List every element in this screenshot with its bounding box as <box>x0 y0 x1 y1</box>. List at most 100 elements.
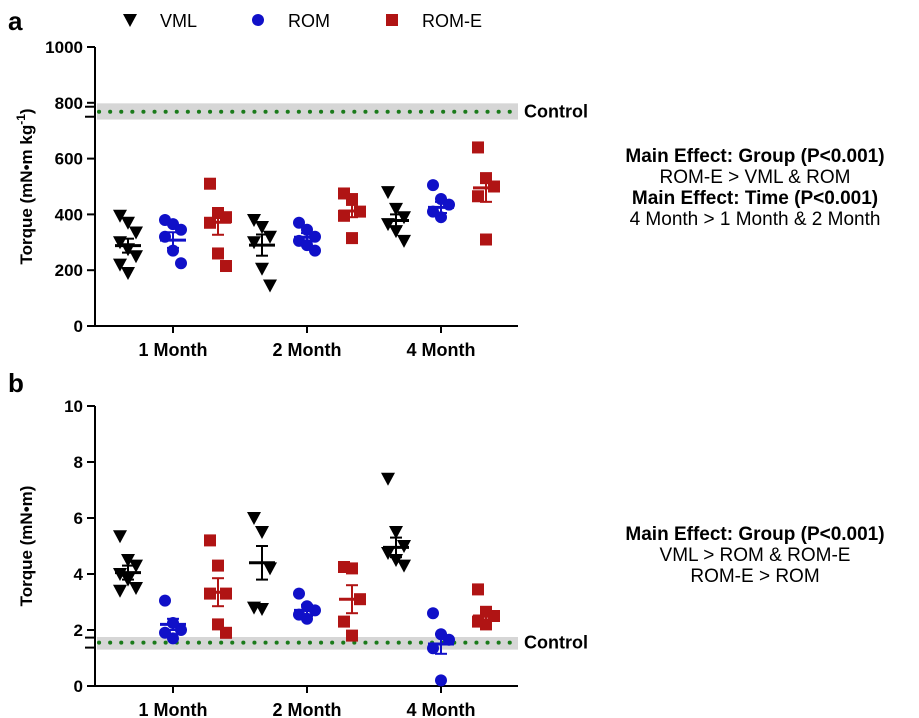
control-band <box>97 637 518 650</box>
y-tick-label: 0 <box>74 317 83 336</box>
point-rom-e <box>220 626 232 639</box>
point-rom-e <box>220 211 232 224</box>
legend-marker-vml <box>123 14 137 27</box>
y-tick-label: 400 <box>55 205 83 224</box>
point-vml <box>129 559 143 573</box>
annotation-b: Main Effect: Group (P<0.001) VML > ROM &… <box>575 524 919 587</box>
x-tick-label: 1 Month <box>139 340 208 360</box>
y-tick-label: 600 <box>55 150 83 169</box>
point-rom-e <box>472 190 484 203</box>
point-rom <box>175 257 187 270</box>
point-vml <box>397 211 411 225</box>
point-rom-e <box>204 534 216 547</box>
y-tick-label: 800 <box>55 94 83 113</box>
control-label: Control <box>524 633 588 653</box>
annotation-a-line1: Main Effect: Group (P<0.001) <box>625 146 885 167</box>
point-rom-e <box>480 233 492 246</box>
point-rom <box>293 216 305 229</box>
point-vml <box>255 526 269 539</box>
legend-label-vml: VML <box>160 11 197 31</box>
point-vml <box>113 209 127 223</box>
point-rom-e <box>212 559 224 572</box>
control-band <box>97 103 518 120</box>
point-vml <box>381 547 395 560</box>
control-label: Control <box>524 102 588 122</box>
annotation-a-line2: ROM-E > VML & ROM <box>659 167 851 188</box>
point-rom <box>427 607 439 620</box>
point-rom-e <box>338 209 350 222</box>
point-rom-e <box>346 232 358 245</box>
point-vml <box>247 213 261 227</box>
point-vml <box>381 186 395 200</box>
panel-label: a <box>8 6 23 36</box>
panel-b: b Control 0 2 4 6 8 10 Torque (mN•m) 1 Month 2 Mon… <box>8 368 588 718</box>
point-vml <box>263 562 277 576</box>
y-tick-label: 10 <box>64 397 83 416</box>
x-tick-label: 1 Month <box>139 700 208 718</box>
point-rom <box>167 632 179 645</box>
point-vml <box>397 234 411 248</box>
legend: VML ROM ROM-E <box>123 11 482 31</box>
point-rom-e <box>346 562 358 575</box>
point-rom-e <box>204 177 216 190</box>
x-tick-label: 2 Month <box>273 700 342 718</box>
point-vml <box>121 554 135 567</box>
x-tick-label: 4 Month <box>407 700 476 718</box>
point-vml <box>263 230 277 244</box>
x-tick-label: 2 Month <box>273 340 342 360</box>
annotation-b-line1: Main Effect: Group (P<0.001) <box>625 524 885 545</box>
y-tick-label: 4 <box>74 565 84 584</box>
point-rom-e <box>338 615 350 628</box>
legend-label-rom-e: ROM-E <box>422 11 482 31</box>
y-tick-label: 6 <box>74 509 83 528</box>
point-vml <box>389 225 403 239</box>
point-rom-e <box>472 583 484 596</box>
point-vml <box>113 530 127 544</box>
point-vml <box>129 226 143 240</box>
point-rom <box>427 179 439 192</box>
point-rom-e <box>472 141 484 154</box>
annotation-b-line2: VML > ROM & ROM-E <box>659 545 851 566</box>
point-vml <box>255 603 269 616</box>
point-vml <box>113 584 127 598</box>
panel-a: a Control 0 200 400 600 800 1000 Torque (mN•m kg… <box>8 6 588 360</box>
point-rom <box>175 223 187 236</box>
point-vml <box>121 216 135 230</box>
point-vml <box>389 202 403 216</box>
legend-marker-rom-e <box>386 14 398 26</box>
point-vml <box>247 236 261 250</box>
point-rom-e <box>346 629 358 642</box>
legend-label-rom: ROM <box>288 11 330 31</box>
point-vml <box>255 220 269 234</box>
point-rom <box>293 587 305 600</box>
point-rom <box>175 624 187 636</box>
point-rom <box>309 244 321 257</box>
point-vml <box>397 559 411 573</box>
annotation-b-line3: ROM-E > ROM <box>690 566 820 587</box>
y-tick-label: 200 <box>55 261 83 280</box>
y-axis-label: Torque (mN•m kg-1) <box>14 108 36 264</box>
annotation-a: Main Effect: Group (P<0.001) ROM-E > VML… <box>575 146 919 230</box>
panel-label: b <box>8 368 24 398</box>
x-tick-label: 4 Month <box>407 340 476 360</box>
point-vml <box>247 512 261 525</box>
y-tick-label: 8 <box>74 453 83 472</box>
point-vml <box>129 582 143 595</box>
point-vml <box>381 472 395 486</box>
point-rom-e <box>212 247 224 260</box>
y-tick-label: 1000 <box>45 38 83 57</box>
point-vml <box>255 262 269 276</box>
point-rom-e <box>220 260 232 273</box>
point-vml <box>121 266 135 280</box>
point-vml <box>113 258 127 272</box>
point-rom <box>435 211 447 224</box>
point-rom-e <box>346 193 358 206</box>
y-tick-label: 2 <box>74 621 83 640</box>
legend-marker-rom <box>252 14 264 26</box>
point-vml <box>389 526 403 539</box>
annotation-a-line4: 4 Month > 1 Month & 2 Month <box>629 209 881 230</box>
point-vml <box>263 279 277 293</box>
point-rom <box>435 674 447 687</box>
annotation-a-line3: Main Effect: Time (P<0.001) <box>631 188 879 209</box>
